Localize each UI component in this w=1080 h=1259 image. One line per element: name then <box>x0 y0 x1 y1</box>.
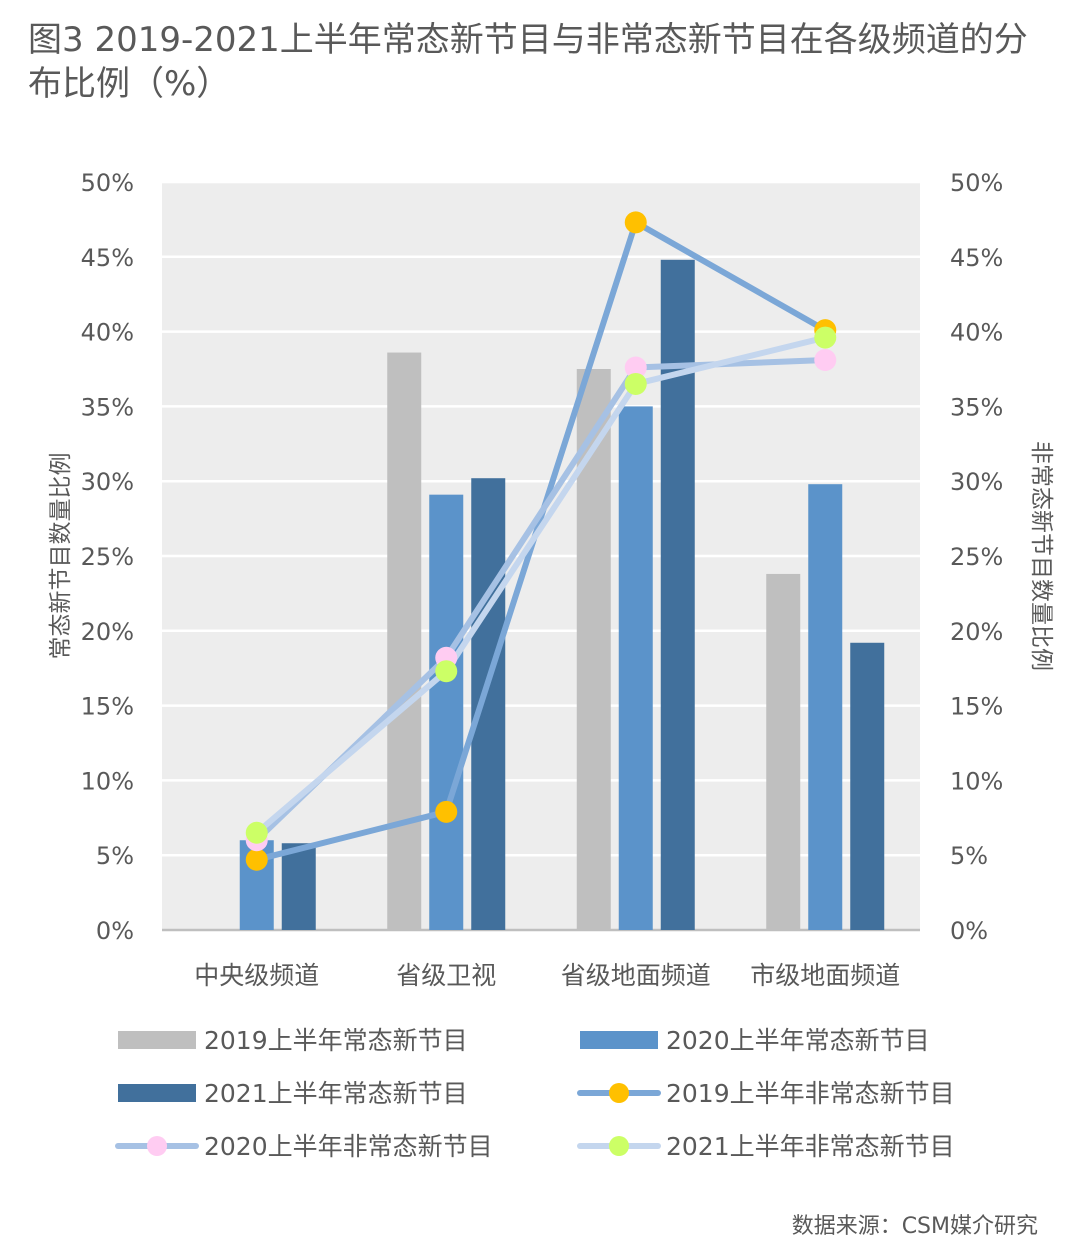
legend: 2019上半年常态新节目 2020上半年常态新节目 2021上半年常态新节目 2019… <box>115 1026 955 1161</box>
chart-title: 图3 2019-2021上半年常态新节目与非常态新节目在各级频道的分布比例（%） <box>28 20 1028 104</box>
line-marker-2-3 <box>624 356 647 379</box>
line-marker-3-3 <box>624 372 647 395</box>
legend-swatch <box>580 1031 658 1049</box>
y-axis-right-ticks: 0% 5% 10% 15% 20% 25% 30% 35% 40% 45% 50% <box>950 169 1003 945</box>
y-tick-label-left: 5% <box>96 842 134 870</box>
y-tick-label-left: 25% <box>81 543 134 571</box>
legend-label: 2019上半年非常态新节目 <box>666 1079 955 1108</box>
bar-2-2 <box>429 494 464 930</box>
bar-2-4 <box>808 484 843 930</box>
bar-3-3 <box>660 259 695 930</box>
y-tick-label-right: 40% <box>950 319 1003 347</box>
legend-swatch <box>118 1031 196 1049</box>
y-tick-label-right: 10% <box>950 767 1003 795</box>
line-marker-2-4 <box>814 349 837 372</box>
line-marker-3-2 <box>435 660 458 683</box>
y-tick-label-right: 25% <box>950 543 1003 571</box>
y-axis-right-title: 非常态新节目数量比例 <box>1028 441 1054 671</box>
y-tick-label-right: 20% <box>950 618 1003 646</box>
y-tick-label-left: 40% <box>81 319 134 347</box>
category-label: 省级地面频道 <box>561 961 711 990</box>
legend-swatch <box>118 1084 196 1102</box>
y-tick-label-right: 45% <box>950 244 1003 272</box>
legend-marker <box>147 1136 167 1156</box>
bar-2-3 <box>618 406 653 930</box>
bar-1-2 <box>387 352 422 930</box>
y-tick-label-left: 45% <box>81 244 134 272</box>
y-tick-label-right: 0% <box>950 917 988 945</box>
y-tick-label-right: 50% <box>950 169 1003 197</box>
lines <box>245 211 837 871</box>
category-label: 中央级频道 <box>194 961 319 990</box>
bar-3-4 <box>850 642 885 930</box>
line-series-3 <box>253 334 829 836</box>
line-marker-3-1 <box>245 821 268 844</box>
y-tick-label-right: 35% <box>950 393 1003 421</box>
legend-label: 2021上半年非常态新节目 <box>666 1132 955 1161</box>
y-tick-label-left: 10% <box>81 767 134 795</box>
category-label: 市级地面频道 <box>750 961 900 990</box>
legend-label: 2021上半年常态新节目 <box>204 1079 468 1108</box>
category-labels: 中央级频道 省级卫视 省级地面频道 市级地面频道 <box>194 961 900 990</box>
data-source-note: 数据来源：CSM媒介研究 <box>791 1214 1038 1239</box>
line-marker-1-2 <box>435 800 458 823</box>
category-label: 省级卫视 <box>396 961 496 990</box>
y-tick-label-left: 50% <box>81 169 134 197</box>
y-tick-label-left: 30% <box>81 468 134 496</box>
legend-marker <box>609 1083 629 1103</box>
y-tick-label-left: 20% <box>81 618 134 646</box>
y-tick-label-right: 5% <box>950 842 988 870</box>
legend-label: 2020上半年非常态新节目 <box>204 1132 493 1161</box>
line-marker-3-4 <box>814 326 837 349</box>
legend-marker <box>609 1136 629 1156</box>
y-axis-left-title: 常态新节目数量比例 <box>48 453 74 660</box>
line-marker-1-1 <box>245 848 268 871</box>
bar-3-2 <box>471 478 506 930</box>
y-tick-label-left: 35% <box>81 393 134 421</box>
legend-label: 2019上半年常态新节目 <box>204 1026 468 1055</box>
y-axis-left-ticks: 0% 5% 10% 15% 20% 25% 30% 35% 40% 45% 50% <box>81 169 134 945</box>
legend-label: 2020上半年常态新节目 <box>666 1026 930 1055</box>
y-tick-label-left: 0% <box>96 917 134 945</box>
bar-3-1 <box>281 843 316 930</box>
line-marker-1-3 <box>624 211 647 234</box>
y-tick-label-right: 30% <box>950 468 1003 496</box>
bar-1-4 <box>766 573 801 930</box>
y-tick-label-left: 15% <box>81 693 134 721</box>
bars <box>239 259 885 930</box>
y-tick-label-right: 15% <box>950 693 1003 721</box>
